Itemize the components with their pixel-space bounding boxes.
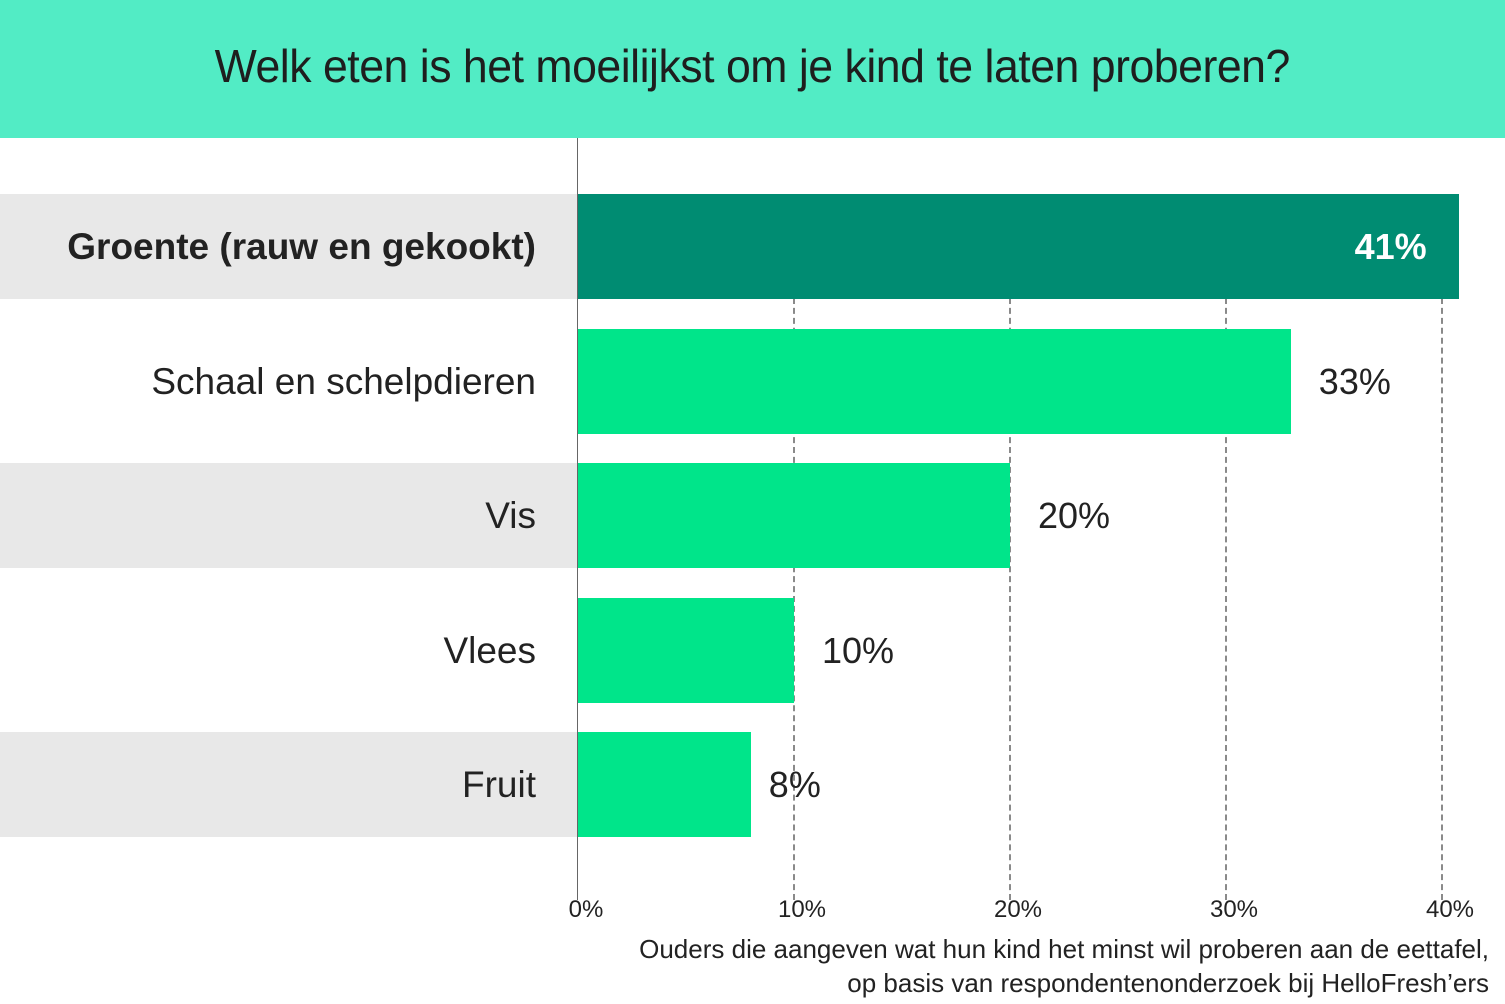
row-band bbox=[0, 732, 578, 837]
x-tick-label: 40% bbox=[1425, 896, 1475, 923]
bar-1 bbox=[578, 194, 1459, 299]
y-axis-line bbox=[577, 138, 578, 900]
gridline-40 bbox=[1441, 298, 1443, 900]
gridline-30 bbox=[1225, 298, 1227, 900]
x-tick-label: 0% bbox=[568, 896, 604, 923]
x-tick-label: 20% bbox=[993, 896, 1043, 923]
category-label: Groente (rauw en gekookt) bbox=[67, 226, 536, 267]
bar-2 bbox=[578, 329, 1291, 434]
category-label: Vlees bbox=[443, 630, 536, 671]
value-label: 10% bbox=[822, 630, 895, 671]
chart-header: Welk eten is het moeilijkst om je kind t… bbox=[0, 0, 1505, 138]
bar-4 bbox=[578, 598, 794, 703]
category-label: Fruit bbox=[462, 764, 536, 805]
chart-title: Welk eten is het moeilijkst om je kind t… bbox=[214, 40, 1291, 92]
value-label: 20% bbox=[1038, 495, 1111, 536]
row-band bbox=[0, 463, 578, 568]
value-label: 33% bbox=[1318, 361, 1391, 402]
category-label: Schaal en schelpdieren bbox=[151, 361, 536, 402]
category-label: Vis bbox=[485, 495, 536, 536]
bar-5 bbox=[578, 732, 751, 837]
gridline-20 bbox=[1009, 298, 1011, 900]
footnote-line-1: Ouders die aangeven wat hun kind het min… bbox=[639, 934, 1489, 964]
x-tick-label: 10% bbox=[777, 896, 827, 923]
value-label: 41% bbox=[1354, 226, 1427, 267]
bar-3 bbox=[578, 463, 1010, 568]
row-band bbox=[0, 194, 578, 299]
chart-footnote: Ouders die aangeven wat hun kind het min… bbox=[639, 932, 1489, 1000]
value-label: 8% bbox=[768, 764, 821, 805]
gridline-10 bbox=[793, 298, 795, 900]
footnote-line-2: op basis van respondentenonderzoek bij H… bbox=[847, 968, 1489, 998]
x-tick-label: 30% bbox=[1209, 896, 1259, 923]
